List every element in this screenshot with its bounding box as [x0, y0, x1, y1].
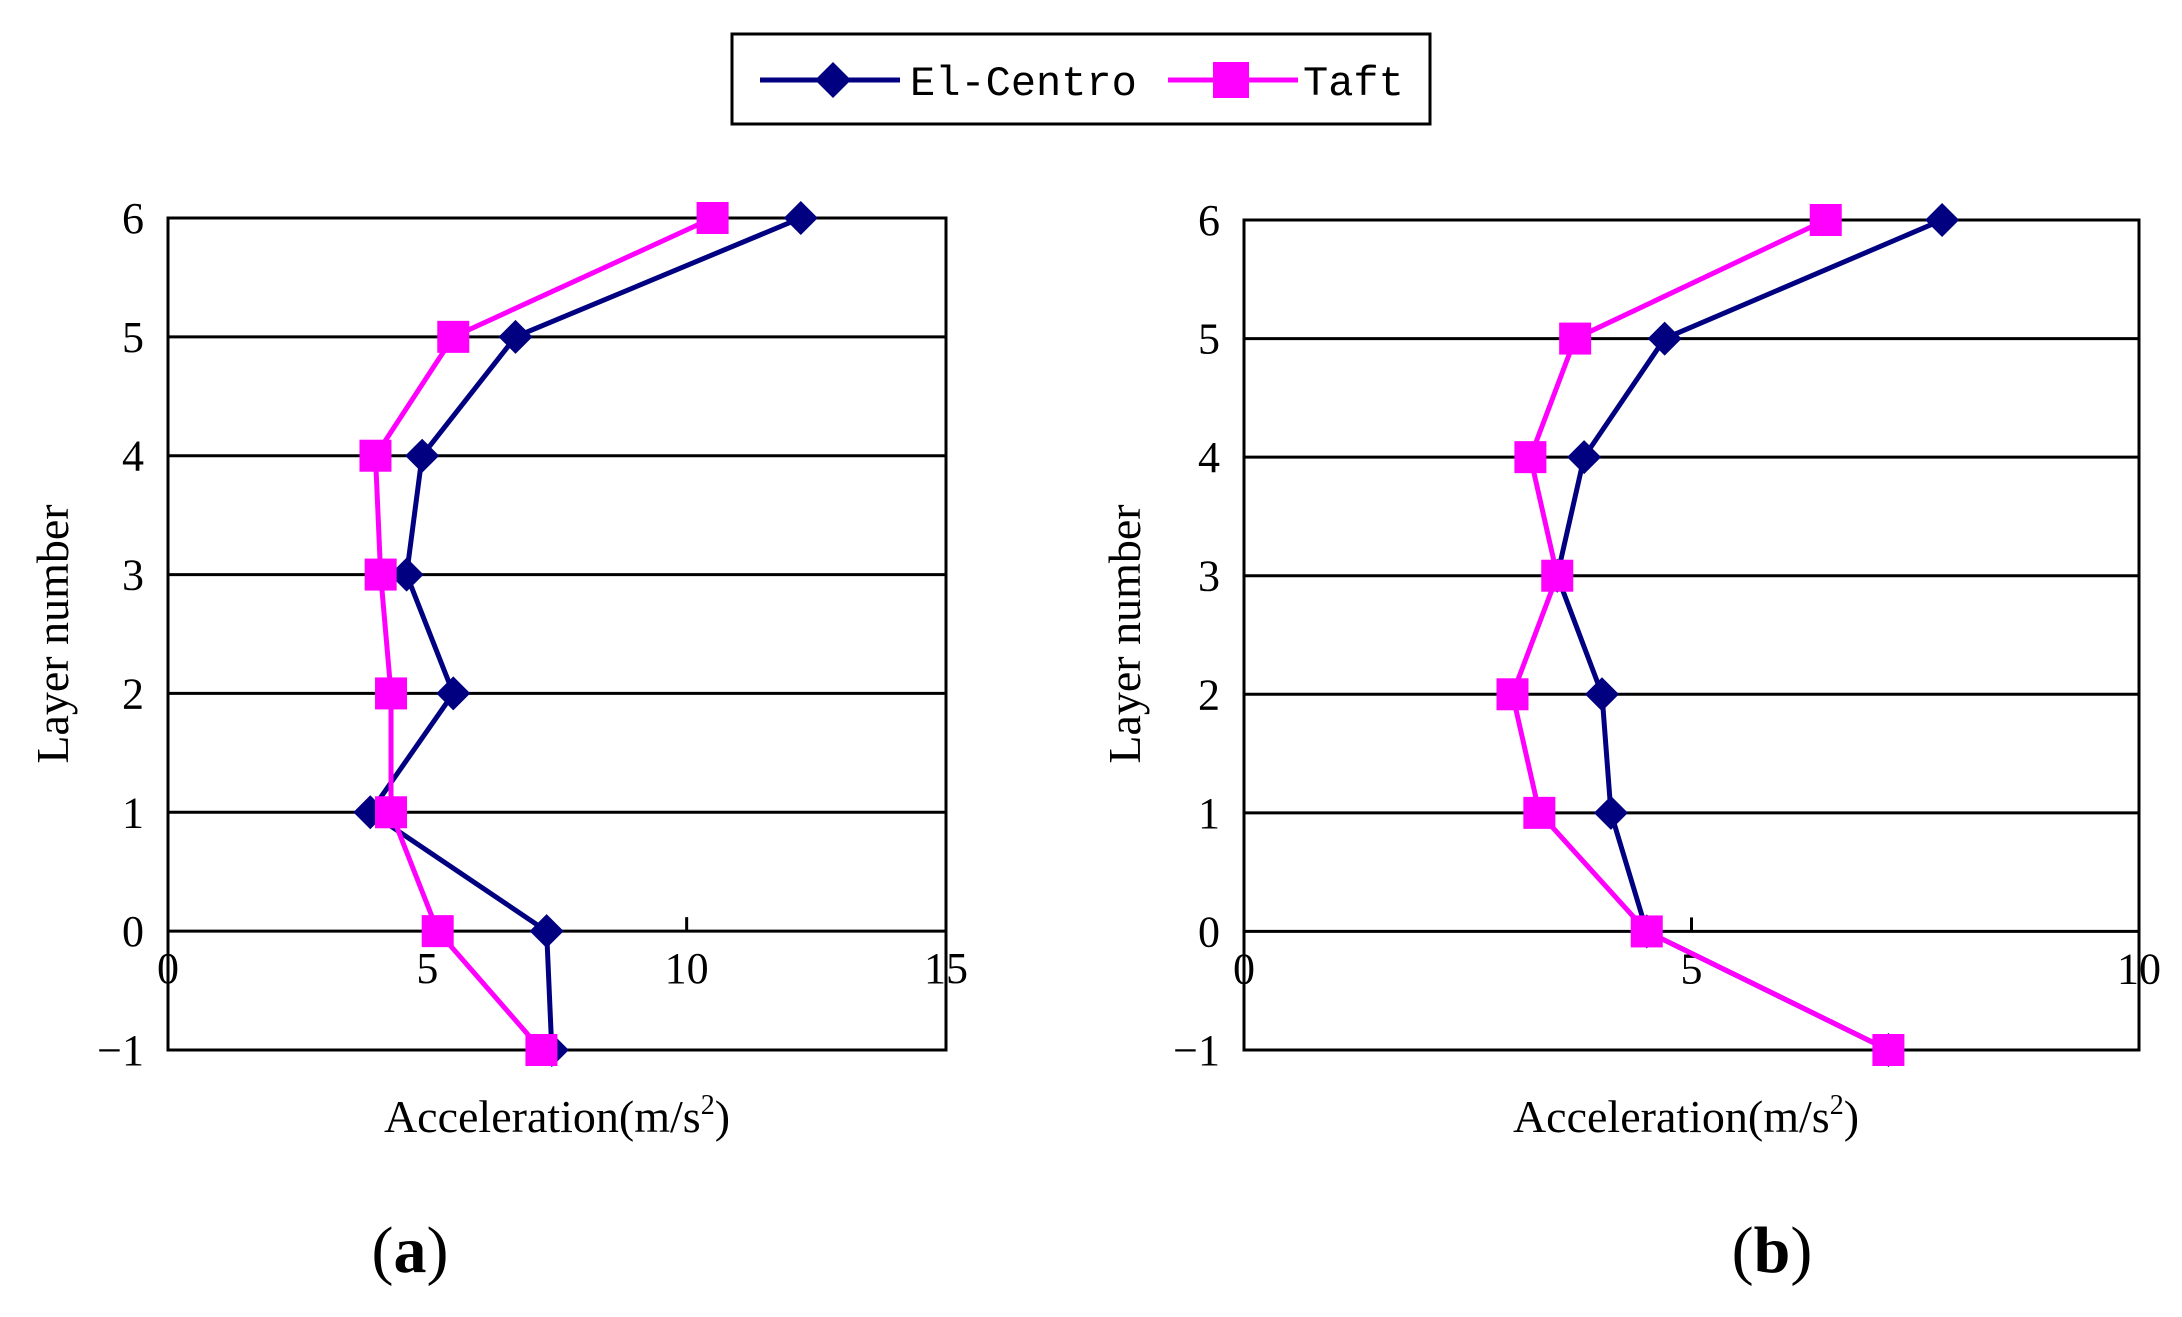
data-point-taft-b — [1496, 678, 1529, 711]
x-tick-label-a: 5 — [416, 944, 438, 993]
x-axis-title-a-close: ) — [715, 1091, 730, 1142]
series-a — [353, 201, 818, 1067]
y-tick-label-a: −1 — [97, 1026, 144, 1075]
data-point-taft-b — [1809, 204, 1842, 236]
series-line-taft-b — [1510, 217, 1890, 1053]
panel-label-b-open: ( — [1732, 1214, 1754, 1287]
grid-b — [1244, 337, 2139, 933]
legend-label-el-centro: El-Centro — [910, 60, 1137, 108]
y-ticks-a: −1 0 1 2 3 4 5 6 — [97, 194, 144, 1075]
panel-label-b-close: ) — [1790, 1214, 1812, 1287]
data-point-taft-a — [364, 558, 397, 591]
legend-marker-square — [1213, 62, 1249, 98]
x-axis-title-b-main: Acceleration(m/s — [1513, 1091, 1830, 1142]
legend-item-taft: Taft — [1168, 60, 1404, 108]
panel-label-b-letter: b — [1754, 1214, 1791, 1287]
series-line-el-centro-b — [1554, 217, 1944, 1053]
y-ticks-b: −1 0 1 2 3 4 5 6 — [1173, 196, 1220, 1075]
y-axis-title-b: Layer number — [1099, 504, 1150, 763]
x-axis-title-a-sup: 2 — [701, 1090, 715, 1121]
data-point-el-centro-a — [436, 676, 471, 711]
data-point-taft-a — [421, 915, 454, 948]
data-point-taft-a — [359, 439, 392, 472]
data-point-taft-a — [696, 202, 729, 234]
legend-marker-diamond — [815, 62, 851, 98]
y-tick-label-a: 5 — [122, 313, 144, 362]
series-line-el-centro-a — [367, 215, 802, 1051]
legend: El-Centro Taft — [730, 32, 1432, 126]
y-tick-label-b: 0 — [1198, 907, 1220, 956]
y-tick-label-a: 0 — [122, 907, 144, 956]
panel-label-a-letter: a — [394, 1214, 427, 1287]
data-point-taft-a — [525, 1034, 558, 1066]
panel-label-a: (a) — [372, 1214, 449, 1287]
data-point-el-centro-a — [529, 914, 564, 949]
panel-label-b: (b) — [1732, 1214, 1813, 1287]
data-point-taft-b — [1872, 1034, 1905, 1066]
grid-a — [168, 335, 946, 933]
x-axis-title-a-main: Acceleration(m/s — [384, 1091, 701, 1142]
legend-item-el-centro: El-Centro — [760, 60, 1137, 108]
y-tick-label-b: −1 — [1173, 1026, 1220, 1075]
x-axis-title-b: Acceleration(m/s2) — [1513, 1090, 1859, 1142]
legend-label-taft: Taft — [1303, 60, 1404, 108]
panel-label-a-open: ( — [372, 1214, 394, 1287]
y-tick-label-b: 2 — [1198, 670, 1220, 719]
y-tick-label-b: 1 — [1198, 789, 1220, 838]
data-point-el-centro-a — [783, 201, 818, 235]
data-point-taft-b — [1523, 796, 1556, 829]
data-point-el-centro-a — [389, 557, 424, 592]
y-axis-title-a: Layer number — [27, 504, 78, 763]
y-tick-label-b: 6 — [1198, 196, 1220, 245]
x-ticks-a: 0 5 10 15 — [157, 917, 968, 993]
chart-a: −1 0 1 2 3 4 5 6 0 5 10 15 Layer number Accelerati… — [27, 194, 968, 1287]
data-point-el-centro-b — [1647, 321, 1682, 356]
x-tick-label-b: 0 — [1233, 944, 1255, 993]
data-point-taft-b — [1541, 559, 1574, 592]
x-tick-label-a: 0 — [157, 944, 179, 993]
data-point-el-centro-b — [1593, 795, 1628, 830]
y-tick-label-b: 3 — [1198, 552, 1220, 601]
y-tick-label-a: 2 — [122, 669, 144, 718]
data-point-taft-b — [1630, 915, 1663, 948]
data-point-el-centro-a — [498, 319, 533, 354]
data-point-taft-b — [1559, 322, 1592, 355]
series-b — [1496, 203, 1960, 1067]
data-point-el-centro-b — [1567, 440, 1602, 475]
y-tick-label-a: 3 — [122, 551, 144, 600]
data-point-taft-a — [375, 796, 408, 829]
x-tick-label-a: 15 — [924, 944, 968, 993]
data-point-el-centro-b — [1585, 677, 1619, 712]
panel-label-a-close: ) — [427, 1214, 449, 1287]
x-tick-label-a: 10 — [665, 944, 709, 993]
series-line-taft-a — [372, 215, 714, 1052]
data-point-taft-a — [437, 320, 470, 353]
x-axis-title-b-sup: 2 — [1830, 1090, 1844, 1121]
plot-area-b — [1242, 218, 2141, 1052]
x-tick-label-b: 10 — [2117, 944, 2161, 993]
x-axis-title-b-close: ) — [1844, 1091, 1859, 1142]
data-point-taft-a — [375, 677, 408, 710]
data-point-taft-b — [1514, 441, 1547, 474]
x-axis-title-a: Acceleration(m/s2) — [384, 1090, 730, 1142]
y-tick-label-a: 4 — [122, 432, 144, 481]
data-point-el-centro-b — [1925, 203, 1960, 237]
y-tick-label-b: 4 — [1198, 433, 1220, 482]
data-point-el-centro-a — [405, 438, 440, 473]
y-tick-label-b: 5 — [1198, 315, 1220, 364]
y-tick-label-a: 6 — [122, 194, 144, 243]
y-tick-label-a: 1 — [122, 788, 144, 837]
